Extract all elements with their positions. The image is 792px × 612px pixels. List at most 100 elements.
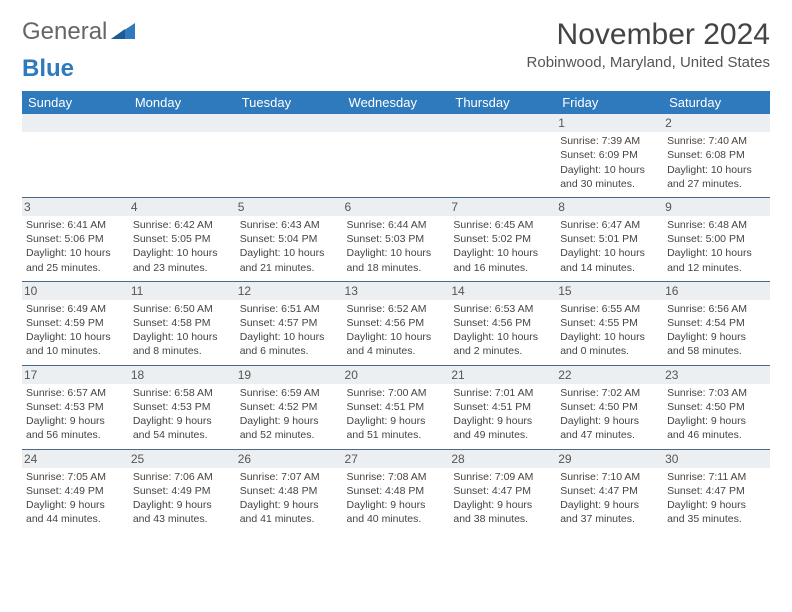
daylight-text: Daylight: 9 hours and 43 minutes.	[133, 498, 232, 526]
daylight-text: Daylight: 10 hours and 8 minutes.	[133, 330, 232, 358]
sunrise-text: Sunrise: 6:51 AM	[240, 302, 339, 316]
daylight-text: Daylight: 10 hours and 27 minutes.	[667, 163, 766, 191]
sunrise-text: Sunrise: 6:41 AM	[26, 218, 125, 232]
daylight-text: Daylight: 9 hours and 46 minutes.	[667, 414, 766, 442]
calendar-week: 17Sunrise: 6:57 AMSunset: 4:53 PMDayligh…	[22, 365, 770, 449]
day-number: 15	[556, 282, 663, 300]
sunset-text: Sunset: 4:56 PM	[347, 316, 446, 330]
sunrise-text: Sunrise: 6:58 AM	[133, 386, 232, 400]
daylight-text: Daylight: 9 hours and 41 minutes.	[240, 498, 339, 526]
sunset-text: Sunset: 4:56 PM	[453, 316, 552, 330]
day-number: 27	[343, 450, 450, 468]
day-cell: 17Sunrise: 6:57 AMSunset: 4:53 PMDayligh…	[22, 365, 129, 449]
day-number: 24	[22, 450, 129, 468]
sunset-text: Sunset: 4:53 PM	[133, 400, 232, 414]
sunrise-text: Sunrise: 7:08 AM	[347, 470, 446, 484]
day-number: 13	[343, 282, 450, 300]
day-number: 11	[129, 282, 236, 300]
daylight-text: Daylight: 10 hours and 6 minutes.	[240, 330, 339, 358]
sunrise-text: Sunrise: 7:09 AM	[453, 470, 552, 484]
daylight-text: Daylight: 9 hours and 58 minutes.	[667, 330, 766, 358]
sunrise-text: Sunrise: 6:53 AM	[453, 302, 552, 316]
sunrise-text: Sunrise: 6:47 AM	[560, 218, 659, 232]
sunset-text: Sunset: 4:52 PM	[240, 400, 339, 414]
calendar-table: SundayMondayTuesdayWednesdayThursdayFrid…	[22, 91, 770, 532]
empty-cell	[129, 114, 236, 197]
day-cell: 6Sunrise: 6:44 AMSunset: 5:03 PMDaylight…	[343, 197, 450, 281]
triangle-icon	[111, 18, 135, 46]
daylight-text: Daylight: 10 hours and 12 minutes.	[667, 246, 766, 274]
sunrise-text: Sunrise: 7:06 AM	[133, 470, 232, 484]
daylight-text: Daylight: 10 hours and 21 minutes.	[240, 246, 339, 274]
day-cell: 25Sunrise: 7:06 AMSunset: 4:49 PMDayligh…	[129, 449, 236, 532]
empty-day-strip	[236, 114, 343, 132]
day-cell: 10Sunrise: 6:49 AMSunset: 4:59 PMDayligh…	[22, 281, 129, 365]
day-number: 9	[663, 198, 770, 216]
day-cell: 7Sunrise: 6:45 AMSunset: 5:02 PMDaylight…	[449, 197, 556, 281]
sunset-text: Sunset: 6:08 PM	[667, 148, 766, 162]
empty-cell	[449, 114, 556, 197]
day-cell: 20Sunrise: 7:00 AMSunset: 4:51 PMDayligh…	[343, 365, 450, 449]
sunset-text: Sunset: 5:01 PM	[560, 232, 659, 246]
daylight-text: Daylight: 10 hours and 30 minutes.	[560, 163, 659, 191]
day-header: Friday	[556, 91, 663, 114]
sunset-text: Sunset: 4:49 PM	[26, 484, 125, 498]
sunset-text: Sunset: 4:57 PM	[240, 316, 339, 330]
sunset-text: Sunset: 4:47 PM	[453, 484, 552, 498]
daylight-text: Daylight: 9 hours and 44 minutes.	[26, 498, 125, 526]
sunset-text: Sunset: 4:59 PM	[26, 316, 125, 330]
calendar-week: 3 Sunrise: 6:41 AMSunset: 5:06 PM Daylight…	[22, 197, 770, 281]
daylight-text: Daylight: 10 hours and 23 minutes.	[133, 246, 232, 274]
day-cell: 2Sunrise: 7:40 AMSunset: 6:08 PMDaylight…	[663, 114, 770, 197]
daylight-text: Daylight: 9 hours and 37 minutes.	[560, 498, 659, 526]
day-cell: 23Sunrise: 7:03 AMSunset: 4:50 PMDayligh…	[663, 365, 770, 449]
day-cell: 19 Sunrise: 6:59 AMSunset: 4:52 PMDayligh…	[236, 365, 343, 449]
sunrise-text: Sunrise: 6:45 AM	[453, 218, 552, 232]
day-number: 18	[129, 366, 236, 384]
daylight-text: Daylight: 10 hours and 16 minutes.	[453, 246, 552, 274]
day-number: 3	[22, 198, 129, 216]
location: Robinwood, Maryland, United States	[527, 54, 770, 71]
sunrise-text: Sunrise: 6:44 AM	[347, 218, 446, 232]
sunset-text: Sunset: 4:55 PM	[560, 316, 659, 330]
daylight-text: Daylight: 10 hours and 2 minutes.	[453, 330, 552, 358]
sunrise-text: Sunrise: 6:56 AM	[667, 302, 766, 316]
day-cell: 22Sunrise: 7:02 AMSunset: 4:50 PMDayligh…	[556, 365, 663, 449]
day-number: 1	[556, 114, 663, 132]
day-cell: 15Sunrise: 6:55 AMSunset: 4:55 PMDayligh…	[556, 281, 663, 365]
day-number: 8	[556, 198, 663, 216]
sunset-text: Sunset: 4:47 PM	[667, 484, 766, 498]
day-number: 30	[663, 450, 770, 468]
day-number: 14	[449, 282, 556, 300]
sunset-text: Sunset: 5:05 PM	[133, 232, 232, 246]
brand-logo: General	[22, 18, 137, 46]
sunrise-text: Sunrise: 6:59 AM	[240, 386, 339, 400]
sunrise-text: Sunrise: 6:42 AM	[133, 218, 232, 232]
sunset-text: Sunset: 5:06 PM	[26, 232, 125, 246]
day-cell: 13Sunrise: 6:52 AMSunset: 4:56 PMDayligh…	[343, 281, 450, 365]
sunrise-text: Sunrise: 6:49 AM	[26, 302, 125, 316]
day-cell: 30Sunrise: 7:11 AMSunset: 4:47 PMDayligh…	[663, 449, 770, 532]
sunrise-text: Sunrise: 7:40 AM	[667, 134, 766, 148]
daylight-text: Daylight: 9 hours and 52 minutes.	[240, 414, 339, 442]
day-cell: 14 Sunrise: 6:53 AMSunset: 4:56 PMDayligh…	[449, 281, 556, 365]
day-cell: 5Sunrise: 6:43 AMSunset: 5:04 PMDaylight…	[236, 197, 343, 281]
sunrise-text: Sunrise: 7:03 AM	[667, 386, 766, 400]
day-number: 7	[449, 198, 556, 216]
day-header: Thursday	[449, 91, 556, 114]
sunset-text: Sunset: 4:49 PM	[133, 484, 232, 498]
day-number: 19	[236, 366, 343, 384]
day-cell: 8Sunrise: 6:47 AMSunset: 5:01 PMDaylight…	[556, 197, 663, 281]
day-number: 26	[236, 450, 343, 468]
day-cell: 12Sunrise: 6:51 AMSunset: 4:57 PMDayligh…	[236, 281, 343, 365]
day-number: 29	[556, 450, 663, 468]
sunrise-text: Sunrise: 6:57 AM	[26, 386, 125, 400]
day-cell: 21Sunrise: 7:01 AMSunset: 4:51 PMDayligh…	[449, 365, 556, 449]
sunrise-text: Sunrise: 6:48 AM	[667, 218, 766, 232]
sunset-text: Sunset: 5:00 PM	[667, 232, 766, 246]
day-cell: 3Sunrise: 6:41 AMSunset: 5:06 PMDaylight…	[22, 197, 129, 281]
sunrise-text: Sunrise: 6:50 AM	[133, 302, 232, 316]
daylight-text: Daylight: 9 hours and 35 minutes.	[667, 498, 766, 526]
title-block: November 2024 Robinwood, Maryland, Unite…	[527, 18, 770, 71]
sunrise-text: Sunrise: 7:02 AM	[560, 386, 659, 400]
